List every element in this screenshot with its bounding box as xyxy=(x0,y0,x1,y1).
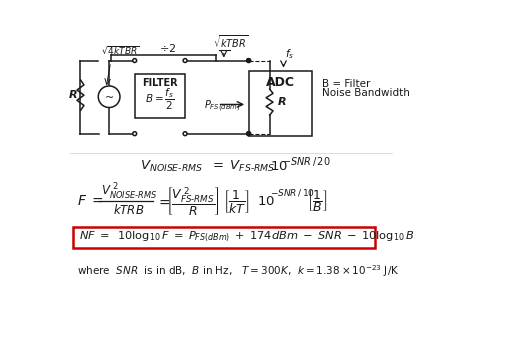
Text: $kTRB$: $kTRB$ xyxy=(113,203,145,217)
Text: $V_{NOISE\text{-}RMS}$: $V_{NOISE\text{-}RMS}$ xyxy=(140,159,203,174)
Circle shape xyxy=(98,86,120,107)
Text: $\left[\dfrac{1}{kT}\right]$: $\left[\dfrac{1}{kT}\right]$ xyxy=(223,188,250,215)
Text: $P_{FS(dBm)}$: $P_{FS(dBm)}$ xyxy=(204,98,240,114)
Text: $10$: $10$ xyxy=(270,160,287,173)
Text: $B = \dfrac{f_s}{2}$: $B = \dfrac{f_s}{2}$ xyxy=(145,87,174,112)
Text: $F\;=$: $F\;=$ xyxy=(77,194,104,208)
Text: $\left[\dfrac{V_{FS\text{-}RMS}^{\;2}}{R}\right]$: $\left[\dfrac{V_{FS\text{-}RMS}^{\;2}}{R… xyxy=(165,185,220,218)
Circle shape xyxy=(247,58,251,63)
Text: ADC: ADC xyxy=(266,76,295,89)
Circle shape xyxy=(247,132,251,136)
Text: $NF\;=\;\;10\log_{10}F\;=\;P_{FS(dBm)}\;+\;174dBm\;-\;SNR\;-\;10\log_{10}B$: $NF\;=\;\;10\log_{10}F\;=\;P_{FS(dBm)}\;… xyxy=(79,230,414,245)
Text: FILTER: FILTER xyxy=(142,78,178,88)
Text: $\sqrt{kTBR}$: $\sqrt{kTBR}$ xyxy=(213,33,248,50)
Text: R: R xyxy=(278,97,287,107)
Text: B = Filter: B = Filter xyxy=(322,79,371,89)
Text: ~: ~ xyxy=(104,93,114,103)
Text: $V_{NOISE\text{-}RMS}^{\;2}$: $V_{NOISE\text{-}RMS}^{\;2}$ xyxy=(101,182,157,202)
Text: R: R xyxy=(69,90,78,100)
Circle shape xyxy=(247,132,251,136)
Circle shape xyxy=(247,58,251,63)
Circle shape xyxy=(133,58,137,63)
Text: $=\; V_{FS\text{-}RMS}$: $=\; V_{FS\text{-}RMS}$ xyxy=(210,159,276,174)
Circle shape xyxy=(133,132,137,136)
Circle shape xyxy=(183,132,187,136)
Text: $-SNR\,/\,20$: $-SNR\,/\,20$ xyxy=(282,155,330,168)
Text: $10$: $10$ xyxy=(257,195,275,208)
Text: Noise Bandwidth: Noise Bandwidth xyxy=(322,88,410,98)
Text: $\sqrt{4kTBR}$: $\sqrt{4kTBR}$ xyxy=(101,44,139,56)
Text: $-SNR\,/\,10$: $-SNR\,/\,10$ xyxy=(270,187,314,198)
Text: where  $SNR$  is in dB,  $B$ in Hz,$\quad$$T = 300K$,  $k = 1.38\times10^{-23}$ : where $SNR$ is in dB, $B$ in Hz,$\quad$$… xyxy=(77,263,400,279)
Text: $\div 2$: $\div 2$ xyxy=(159,42,176,54)
FancyBboxPatch shape xyxy=(248,71,312,136)
Text: $f_s$: $f_s$ xyxy=(285,47,294,61)
FancyBboxPatch shape xyxy=(135,74,185,118)
Text: $=$: $=$ xyxy=(156,194,171,208)
Text: $\left[\dfrac{1}{B}\right]$: $\left[\dfrac{1}{B}\right]$ xyxy=(307,189,327,214)
FancyBboxPatch shape xyxy=(73,227,375,248)
Circle shape xyxy=(183,58,187,63)
